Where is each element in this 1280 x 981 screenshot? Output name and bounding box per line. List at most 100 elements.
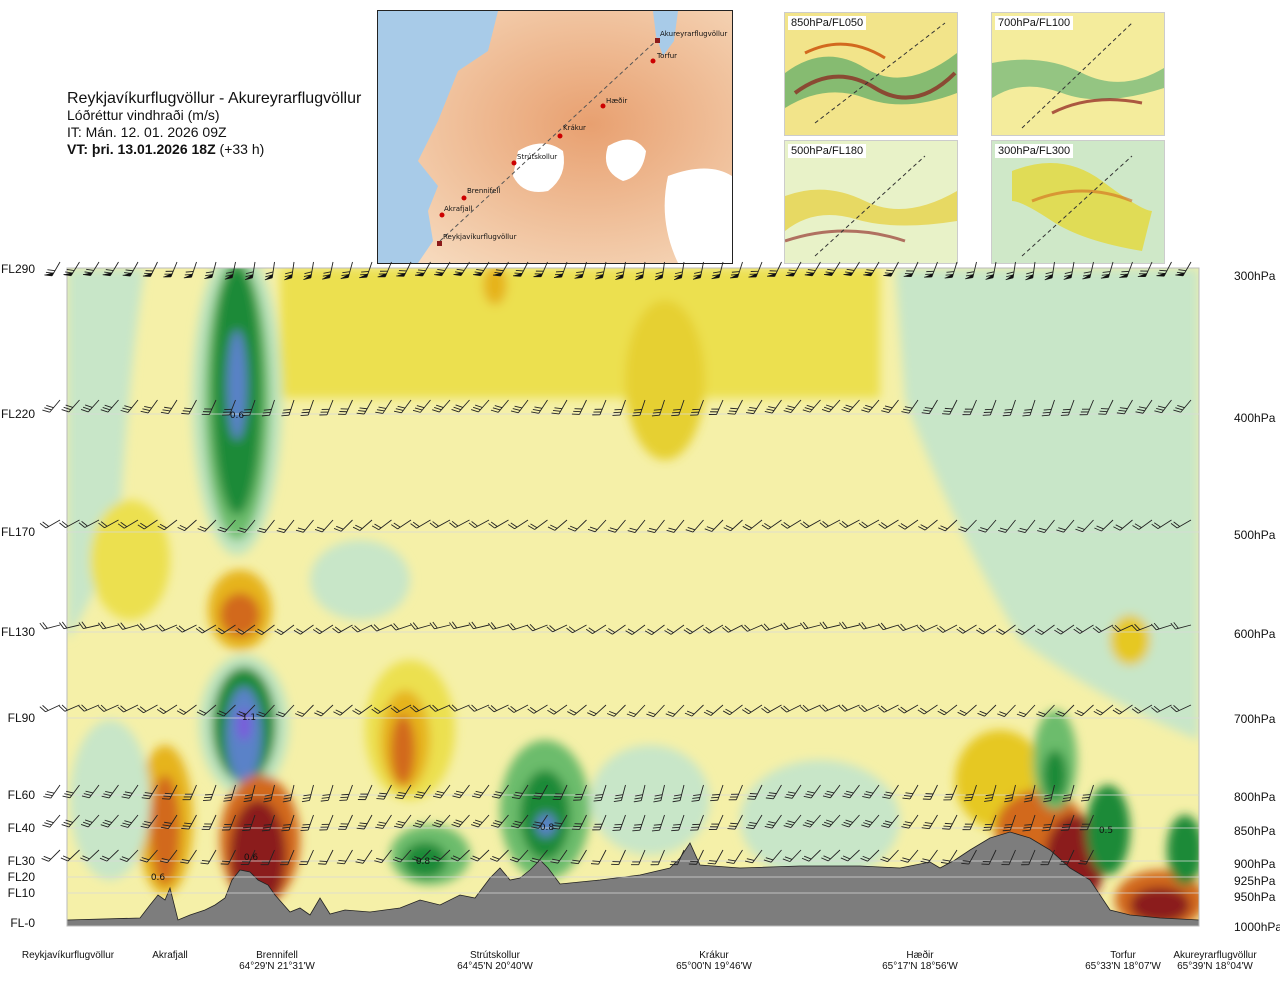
wind-barb	[767, 261, 782, 277]
wind-barb	[882, 784, 899, 799]
wind-barb	[963, 784, 977, 802]
wind-barb	[340, 261, 353, 279]
wind-barb	[303, 261, 314, 281]
wind-barb	[962, 814, 977, 831]
value-label: 0.6	[151, 873, 166, 883]
wind-barb	[42, 399, 61, 413]
wind-barb	[742, 519, 763, 531]
wind-barb	[100, 399, 119, 413]
wind-barb	[356, 399, 373, 415]
wind-barb	[160, 814, 178, 829]
map-marker-krakur	[557, 133, 563, 139]
wind-barb	[236, 704, 256, 717]
wind-barb	[62, 784, 80, 799]
wind-barb	[490, 814, 509, 828]
wind-barb	[761, 519, 782, 530]
wind-barb	[633, 784, 646, 803]
wind-barb	[590, 849, 607, 865]
wind-barb	[708, 814, 724, 831]
wind-barb	[336, 849, 353, 865]
wind-barb	[352, 704, 373, 715]
wind-barb	[59, 519, 80, 528]
wind-barb	[489, 849, 509, 862]
value-labels: 0.6 0.6 1.1 0.8 0.8 0.5 0.6	[151, 411, 1113, 883]
wind-barb	[917, 704, 938, 715]
wind-barb	[1135, 399, 1153, 414]
wind-barb	[163, 261, 178, 278]
value-label: 0.6	[230, 411, 245, 421]
wind-barb	[1054, 624, 1075, 635]
wind-barb	[159, 849, 178, 864]
updraft-max-mid	[536, 813, 556, 837]
wind-barb	[726, 849, 743, 864]
wind-barb	[727, 399, 743, 415]
wind-barb	[573, 784, 587, 801]
wind-barb	[139, 849, 158, 863]
value-label: 0.5	[1099, 826, 1113, 836]
wind-barb	[180, 849, 197, 864]
wind-barb	[664, 624, 685, 635]
wind-barb	[254, 624, 275, 635]
wind-barb	[242, 814, 256, 832]
wind-barb	[222, 814, 236, 831]
wind-barb	[1170, 519, 1192, 529]
x-location-label: Torfur 65°33'N 18°07'W	[1063, 950, 1183, 972]
wind-barb	[570, 849, 587, 865]
wind-barb	[452, 784, 470, 799]
wind-barb	[333, 519, 353, 532]
wind-barb	[318, 849, 334, 865]
wind-barb	[1056, 519, 1075, 533]
wind-barb	[841, 399, 860, 413]
wind-barb	[587, 704, 607, 717]
wind-barb	[821, 399, 841, 413]
wind-barb	[940, 849, 958, 864]
glacier-3	[664, 168, 732, 263]
map-marker-haedir	[600, 103, 606, 109]
wind-barb	[449, 519, 470, 528]
wind-barb	[702, 624, 724, 634]
wind-barb	[1079, 814, 1094, 831]
wind-barb	[432, 399, 451, 413]
wind-barb	[613, 784, 626, 803]
wind-barb	[101, 784, 119, 799]
wind-barb	[280, 849, 295, 866]
wind-barb	[976, 624, 997, 635]
wind-barb	[527, 519, 548, 530]
wind-barb	[780, 519, 802, 529]
wind-barb	[1151, 519, 1172, 529]
wind-barb	[136, 623, 158, 631]
wind-barb	[840, 849, 860, 862]
mini-map-700-label: 700hPa/FL100	[995, 16, 1074, 30]
wind-barb	[375, 399, 392, 414]
mini-map-700: 700hPa/FL100	[991, 12, 1165, 136]
wind-barb	[314, 519, 334, 533]
wind-barb	[78, 621, 100, 630]
wind-barb	[1017, 519, 1036, 534]
wind-barb	[351, 624, 373, 633]
wind-barb	[1151, 704, 1172, 713]
wind-barb	[299, 849, 314, 866]
right-axis-label: 300hPa	[1234, 269, 1276, 283]
wind-barb	[760, 623, 782, 631]
left-axis-label: FL60	[7, 788, 35, 802]
wind-barb	[1023, 784, 1036, 803]
wind-barb	[257, 519, 275, 534]
wind-barb	[742, 704, 763, 715]
valid-time-bold: VT: þri. 13.01.2026 18Z	[67, 141, 216, 157]
wind-barb	[722, 624, 743, 633]
wind-barb	[819, 519, 841, 528]
wind-barb	[1062, 784, 1075, 802]
left-axis-label: FL10	[7, 886, 35, 900]
wind-barb	[332, 624, 353, 634]
wind-barb	[261, 399, 275, 417]
wind-barb	[902, 784, 919, 800]
wind-barb	[313, 624, 334, 635]
route-map-svg: Akureyrarflugvöllur Torfur Hæðir Krákur …	[378, 11, 732, 263]
wind-barb	[669, 849, 685, 866]
valid-time: VT: þri. 13.01.2026 18Z (+33 h)	[67, 141, 361, 158]
issue-time: IT: Mán. 12. 01. 2026 09Z	[67, 124, 227, 140]
wind-barb	[587, 519, 607, 533]
wind-barb	[471, 814, 490, 828]
wind-barb	[625, 624, 646, 635]
wind-barb	[201, 814, 217, 830]
